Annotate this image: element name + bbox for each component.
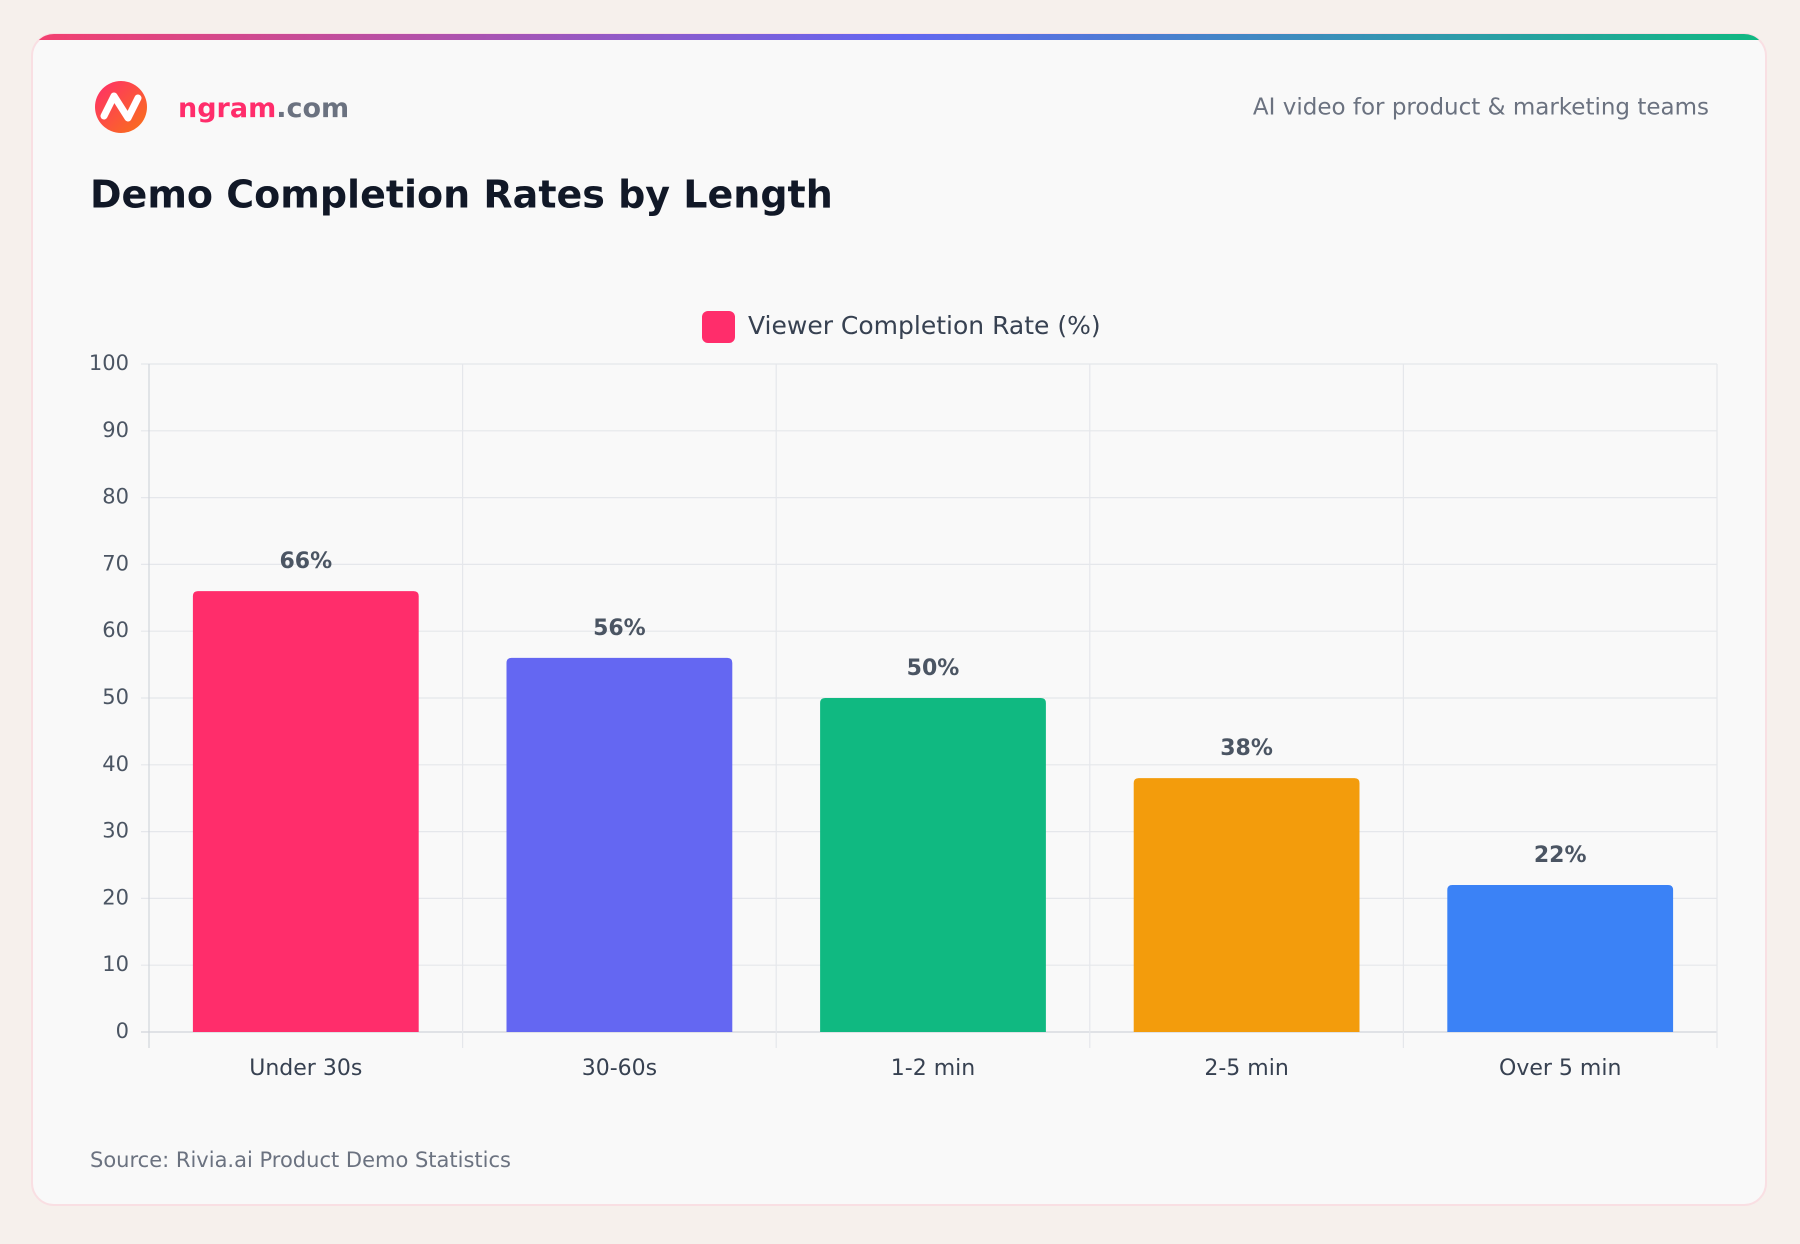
value-label: 56% bbox=[593, 616, 646, 641]
tagline: AI video for product & marketing teams bbox=[1253, 95, 1709, 121]
bar bbox=[1447, 885, 1674, 1032]
value-label: 50% bbox=[907, 656, 960, 681]
y-tick-label: 90 bbox=[102, 418, 129, 442]
legend-label: Viewer Completion Rate (%) bbox=[748, 311, 1101, 340]
bar bbox=[820, 698, 1046, 1032]
top-bar bbox=[32, 34, 1766, 40]
value-label: 38% bbox=[1220, 736, 1273, 761]
bar bbox=[192, 591, 419, 1032]
brand-name: ngram bbox=[178, 93, 276, 124]
logo-mark bbox=[100, 92, 142, 122]
x-tick-label: Under 30s bbox=[249, 1056, 362, 1081]
y-tick-label: 20 bbox=[102, 885, 129, 909]
x-tick-label: 30-60s bbox=[582, 1056, 657, 1081]
y-tick-label: 30 bbox=[102, 819, 129, 843]
chart-title: Demo Completion Rates by Length bbox=[90, 173, 833, 217]
y-tick-label: 70 bbox=[102, 551, 129, 575]
x-tick-label: 1-2 min bbox=[891, 1056, 975, 1081]
value-label: 66% bbox=[279, 549, 332, 574]
y-tick-label: 80 bbox=[102, 485, 129, 509]
brand-domain: .com bbox=[276, 93, 349, 124]
bar bbox=[1133, 778, 1360, 1032]
y-tick-label: 0 bbox=[116, 1019, 129, 1043]
x-tick-label: 2-5 min bbox=[1204, 1056, 1288, 1081]
y-tick-label: 100 bbox=[89, 351, 129, 375]
y-tick-label: 40 bbox=[102, 752, 129, 776]
bar bbox=[506, 657, 733, 1032]
brand: ngram.com bbox=[178, 93, 349, 124]
x-tick-label: Over 5 min bbox=[1499, 1056, 1621, 1081]
y-tick-label: 60 bbox=[102, 618, 129, 642]
source: Source: Rivia.ai Product Demo Statistics bbox=[90, 1148, 511, 1172]
value-label: 22% bbox=[1534, 843, 1587, 868]
legend-swatch bbox=[702, 311, 735, 343]
y-tick-label: 10 bbox=[102, 952, 129, 976]
y-tick-label: 50 bbox=[102, 685, 129, 709]
